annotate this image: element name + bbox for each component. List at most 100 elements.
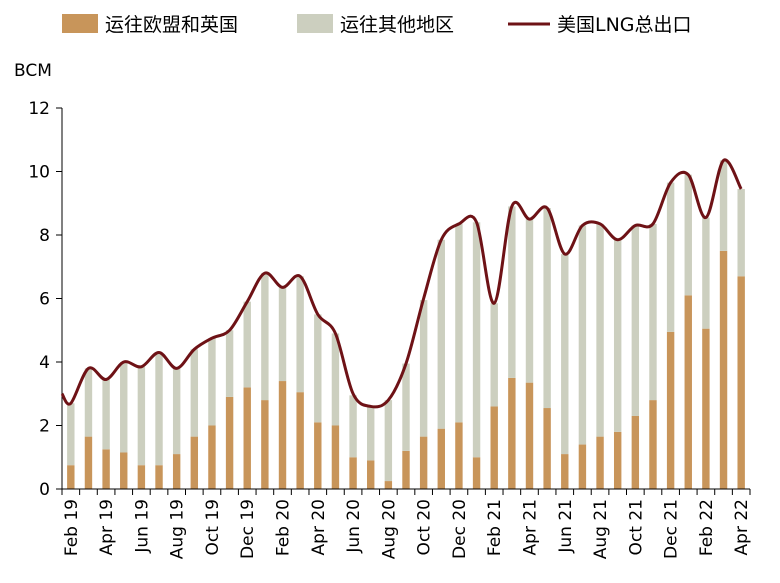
x-tick-label: Jun 19 (132, 499, 152, 554)
bar-other (261, 273, 269, 401)
x-tick-label: Dec 20 (450, 499, 470, 559)
bar-other (596, 223, 604, 437)
bar-other (225, 330, 234, 397)
bar-eu-uk (525, 382, 534, 489)
bar-other (490, 303, 498, 407)
x-tick-label: Apr 22 (732, 499, 752, 555)
bar-eu-uk (384, 481, 393, 489)
y-tick-label: 12 (28, 99, 50, 119)
bar-eu-uk (472, 457, 481, 489)
bar-eu-uk (84, 436, 93, 489)
bar-eu-uk (67, 465, 75, 489)
bar-other (314, 314, 322, 423)
bar-eu-uk (225, 396, 234, 489)
x-tick-label: Oct 21 (626, 499, 646, 555)
bar-eu-uk (666, 331, 675, 489)
bar-other (719, 160, 728, 251)
bar-other (702, 217, 710, 329)
x-tick-label: Feb 21 (485, 499, 505, 556)
bar-eu-uk (155, 465, 163, 489)
bar-eu-uk (719, 250, 728, 489)
bar-other (472, 222, 481, 458)
legend-label-total: 美国LNG总出口 (557, 14, 692, 36)
y-tick-label: 4 (39, 353, 50, 373)
bar-eu-uk (261, 400, 269, 489)
bar-other (120, 362, 128, 453)
bar-other (208, 338, 216, 426)
bar-other (419, 300, 428, 437)
bar-eu-uk (437, 428, 445, 489)
legend-swatch-eu-uk (62, 14, 98, 33)
bar-eu-uk (702, 328, 710, 489)
bar-eu-uk (296, 392, 304, 489)
bar-eu-uk (455, 422, 463, 489)
x-tick-label: Apr 19 (97, 499, 117, 555)
bar-eu-uk (631, 415, 640, 489)
bar-eu-uk (208, 425, 216, 489)
bar-other (578, 225, 587, 445)
total-line-layer (60, 158, 743, 409)
bar-other (684, 174, 692, 296)
total-export-line (60, 158, 743, 409)
bar-eu-uk (278, 381, 287, 489)
bar-other (67, 403, 75, 466)
y-tick-label: 6 (39, 290, 50, 310)
legend-item-eu-uk: 运往欧盟和英国 (62, 14, 238, 36)
bar-other (102, 379, 110, 450)
bar-other (367, 406, 375, 461)
bar-other (155, 352, 163, 466)
legend-item-total: 美国LNG总出口 (508, 14, 692, 36)
legend-label-other: 运往其他地区 (340, 14, 454, 36)
x-tick-label: Aug 21 (591, 499, 611, 559)
legend-item-other: 运往其他地区 (297, 14, 454, 36)
bar-eu-uk (578, 444, 587, 489)
x-tick-label: Jun 20 (344, 499, 364, 554)
bar-other (349, 395, 357, 458)
x-tick-label: Dec 21 (662, 499, 682, 559)
bar-eu-uk (684, 295, 692, 489)
bar-eu-uk (120, 452, 128, 489)
bar-other (84, 368, 93, 437)
bar-other (737, 188, 745, 277)
bar-other (543, 208, 551, 409)
bar-eu-uk (737, 276, 745, 489)
y-tick-label: 2 (39, 417, 50, 437)
y-axis-unit: BCM (14, 61, 52, 81)
x-tick-label: Oct 20 (415, 499, 435, 555)
bar-eu-uk (190, 436, 199, 489)
bar-eu-uk (314, 422, 322, 489)
bar-eu-uk (137, 465, 146, 489)
bar-other (137, 366, 146, 466)
bar-other (525, 219, 534, 383)
bar-other (561, 254, 569, 455)
bar-other (613, 239, 622, 432)
bar-other (437, 239, 445, 429)
bar-eu-uk (243, 387, 251, 489)
bar-other (384, 400, 393, 482)
x-tick-label: Jun 21 (556, 499, 576, 554)
x-tick-label: Apr 20 (309, 499, 329, 555)
bar-other (190, 349, 199, 437)
bar-other (296, 276, 304, 393)
bar-eu-uk (331, 425, 340, 489)
bar-eu-uk (596, 436, 604, 489)
bar-other (172, 368, 181, 455)
bar-eu-uk (649, 400, 657, 489)
bar-other (278, 287, 287, 382)
bar-eu-uk (508, 377, 516, 489)
bar-eu-uk (543, 408, 551, 489)
bar-eu-uk (172, 454, 181, 489)
bar-eu-uk (490, 406, 498, 489)
bar-eu-uk (102, 449, 110, 489)
x-tick-label: Feb 20 (274, 499, 294, 556)
x-tick-label: Aug 19 (168, 499, 188, 559)
bar-eu-uk (367, 460, 375, 489)
x-tick-label: Apr 21 (520, 499, 540, 555)
bar-eu-uk (419, 436, 428, 489)
x-tick-label: Dec 19 (238, 499, 258, 559)
bar-other (649, 223, 657, 401)
bar-other (508, 206, 516, 378)
y-axis: 0 2 4 6 8 10 12 (28, 99, 63, 500)
bars (67, 160, 745, 489)
